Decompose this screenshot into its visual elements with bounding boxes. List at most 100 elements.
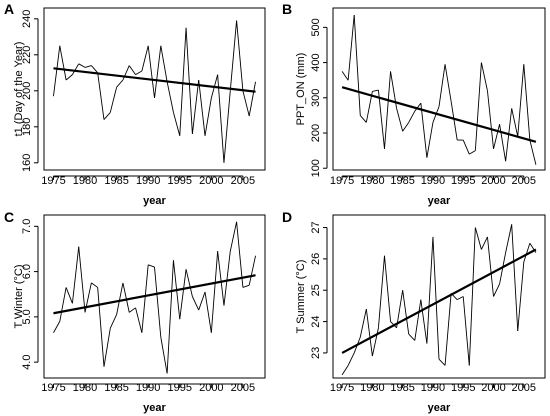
series-segment: [341, 365, 349, 376]
x-tick-label: 2000: [199, 175, 223, 187]
series-segment: [469, 150, 476, 155]
y-axis-title: PPT_ON (mm): [295, 53, 307, 126]
series-segment: [166, 81, 174, 113]
panel-b: B 1975 1980 1985 1990 1995 2000 2005 100 200 300 40…: [282, 1, 546, 207]
series-segment: [242, 284, 250, 288]
x-tick-label: 1975: [330, 382, 354, 394]
trend-line: [53, 274, 256, 315]
series-segment: [103, 112, 111, 120]
series-segment: [365, 308, 373, 357]
series-segment: [511, 108, 519, 137]
y-tick-label: 240: [21, 10, 33, 28]
x-tick-label: 1975: [41, 175, 65, 187]
series-segment: [198, 291, 206, 311]
series-segment: [59, 287, 67, 322]
series-segment: [456, 296, 464, 301]
y-tick-label: 300: [310, 89, 322, 107]
series-segment: [499, 124, 507, 162]
series-segment: [160, 45, 168, 82]
x-tick-label: 2005: [231, 175, 255, 187]
series-segment: [480, 236, 488, 250]
series-segment: [223, 90, 231, 163]
y-tick-label: 25: [310, 284, 322, 296]
trend-line: [341, 248, 537, 354]
series-segment: [72, 63, 80, 75]
series-segment: [359, 308, 367, 338]
series-segment: [59, 45, 67, 81]
series-segment: [396, 290, 404, 328]
series-segment: [236, 221, 244, 288]
plot-frame: [332, 214, 546, 379]
series-segment: [179, 269, 187, 320]
series-segment: [53, 321, 61, 333]
series-segment: [371, 327, 379, 357]
series-segment: [109, 314, 118, 329]
series-segment: [408, 110, 416, 123]
series-segment: [147, 45, 155, 99]
series-segment: [248, 255, 256, 286]
series-segment: [242, 90, 250, 117]
series-segment: [493, 283, 500, 297]
y-tick-label: 26: [310, 253, 322, 265]
x-axis-title: year: [428, 402, 451, 414]
series-segment: [450, 101, 458, 141]
x-tick-label: 1985: [104, 175, 128, 187]
series-segment: [185, 269, 193, 297]
y-tick-label: 27: [310, 221, 322, 233]
series-segment: [122, 65, 130, 81]
plot-frame: [43, 7, 266, 171]
y-tick-label: 500: [310, 18, 322, 36]
series-segment: [426, 236, 434, 344]
series-segment: [468, 227, 476, 366]
y-tick-label: 4.0: [21, 355, 33, 370]
series-segment: [402, 290, 410, 335]
series-segment: [217, 251, 225, 306]
y-tick-label: 220: [21, 46, 33, 64]
y-tick-label: 23: [310, 347, 322, 359]
trend-line: [341, 86, 537, 143]
plot-frame: [43, 214, 266, 379]
series-segment: [377, 255, 385, 328]
series-segment: [487, 90, 494, 149]
series-segment: [505, 224, 513, 253]
series-segment: [78, 63, 86, 68]
series-segment: [65, 287, 73, 304]
series-segment: [420, 299, 428, 344]
series-segment: [198, 79, 206, 136]
panel-letter: B: [282, 1, 292, 17]
series-segment: [185, 27, 193, 135]
series-segment: [347, 352, 355, 366]
series-segment: [71, 246, 80, 304]
series-segment: [173, 112, 181, 136]
x-axis-title: year: [143, 402, 166, 414]
series-segment: [341, 71, 349, 81]
series-segment: [179, 27, 187, 136]
series-segment: [487, 236, 494, 297]
series-segment: [236, 20, 244, 91]
series-segment: [91, 65, 99, 74]
series-segment: [78, 246, 86, 313]
series-segment: [432, 236, 440, 360]
series-segment: [523, 64, 531, 141]
series-segment: [511, 224, 519, 332]
x-axis-title: year: [143, 195, 166, 207]
series-segment: [128, 307, 136, 313]
series-segment: [154, 45, 162, 99]
x-tick-label: 1985: [104, 382, 128, 394]
x-tick-label: 1990: [136, 382, 160, 394]
series-segment: [84, 65, 92, 68]
series-segment: [462, 139, 470, 155]
series-segment: [160, 337, 168, 374]
panel-c: C 1975 1980 1985 1990 1995 2000 2005 4.0 5.0 6.0 7.…: [4, 209, 266, 414]
x-tick-label: 1980: [73, 175, 97, 187]
y-tick-label: 200: [310, 124, 322, 142]
series-segment: [420, 103, 428, 158]
series-segment: [135, 307, 143, 333]
y-tick-label: 5.0: [21, 309, 33, 324]
series-segment: [229, 20, 238, 91]
x-tick-label: 1975: [41, 382, 65, 394]
series-segment: [529, 139, 537, 165]
x-tick-label: 2005: [512, 175, 536, 187]
y-axis-title: t1 (Day of the Year): [13, 42, 25, 137]
